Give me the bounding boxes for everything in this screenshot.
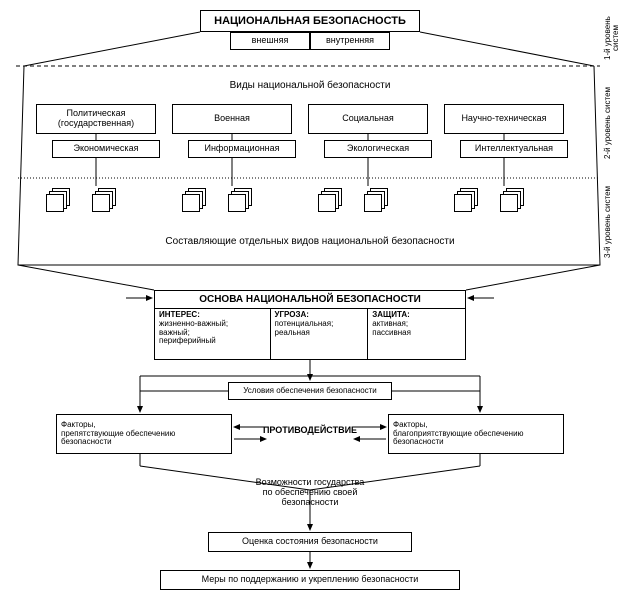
split-external: внешняя xyxy=(230,32,310,50)
type-scitech: Научно-техническая xyxy=(444,104,564,134)
conditions-box: Условия обеспечения безопасности xyxy=(228,382,392,400)
foundation-box: ОСНОВА НАЦИОНАЛЬНОЙ БЕЗОПАСНОСТИ ИНТЕРЕС… xyxy=(154,290,466,360)
side-label-level1: 1-й уровень систем xyxy=(604,10,620,66)
type-economic: Экономическая xyxy=(52,140,160,158)
col-protect-body: активная; пассивная xyxy=(372,320,461,338)
assessment-box: Оценка состояния безопасности xyxy=(208,532,412,552)
components-label: Составляющие отдельных видов национально… xyxy=(110,236,510,247)
type-intel: Интеллектуальная xyxy=(460,140,568,158)
factors-positive: Факторы, благоприятствующие обеспечению … xyxy=(388,414,564,454)
types-section-label: Виды национальной безопасности xyxy=(160,80,460,91)
col-interest-body: жизненно-важный; важный; периферийный xyxy=(159,320,266,346)
type-military: Военная xyxy=(172,104,292,134)
col-threat-body: потенциальная; реальная xyxy=(275,320,364,338)
state-capabilities: Возможности государства по обеспечению с… xyxy=(210,478,410,508)
measures-box: Меры по поддержанию и укреплению безопас… xyxy=(160,570,460,590)
factors-negative: Факторы, препятствующие обеспечению безо… xyxy=(56,414,232,454)
foundation-title: ОСНОВА НАЦИОНАЛЬНОЙ БЕЗОПАСНОСТИ xyxy=(155,291,465,309)
side-label-level3: 3-й уровень систем xyxy=(604,182,612,262)
side-label-level2: 2-й уровень систем xyxy=(604,70,612,176)
split-internal: внутренняя xyxy=(310,32,390,50)
diagram-root: НАЦИОНАЛЬНАЯ БЕЗОПАСНОСТЬ внешняя внутре… xyxy=(0,0,624,600)
type-political: Политическая (государственная) xyxy=(36,104,156,134)
counteraction-label: ПРОТИВОДЕЙСТВИЕ xyxy=(252,426,368,436)
type-social: Социальная xyxy=(308,104,428,134)
type-eco: Экологическая xyxy=(324,140,432,158)
national-security-title: НАЦИОНАЛЬНАЯ БЕЗОПАСНОСТЬ xyxy=(200,10,420,32)
type-info: Информационная xyxy=(188,140,296,158)
